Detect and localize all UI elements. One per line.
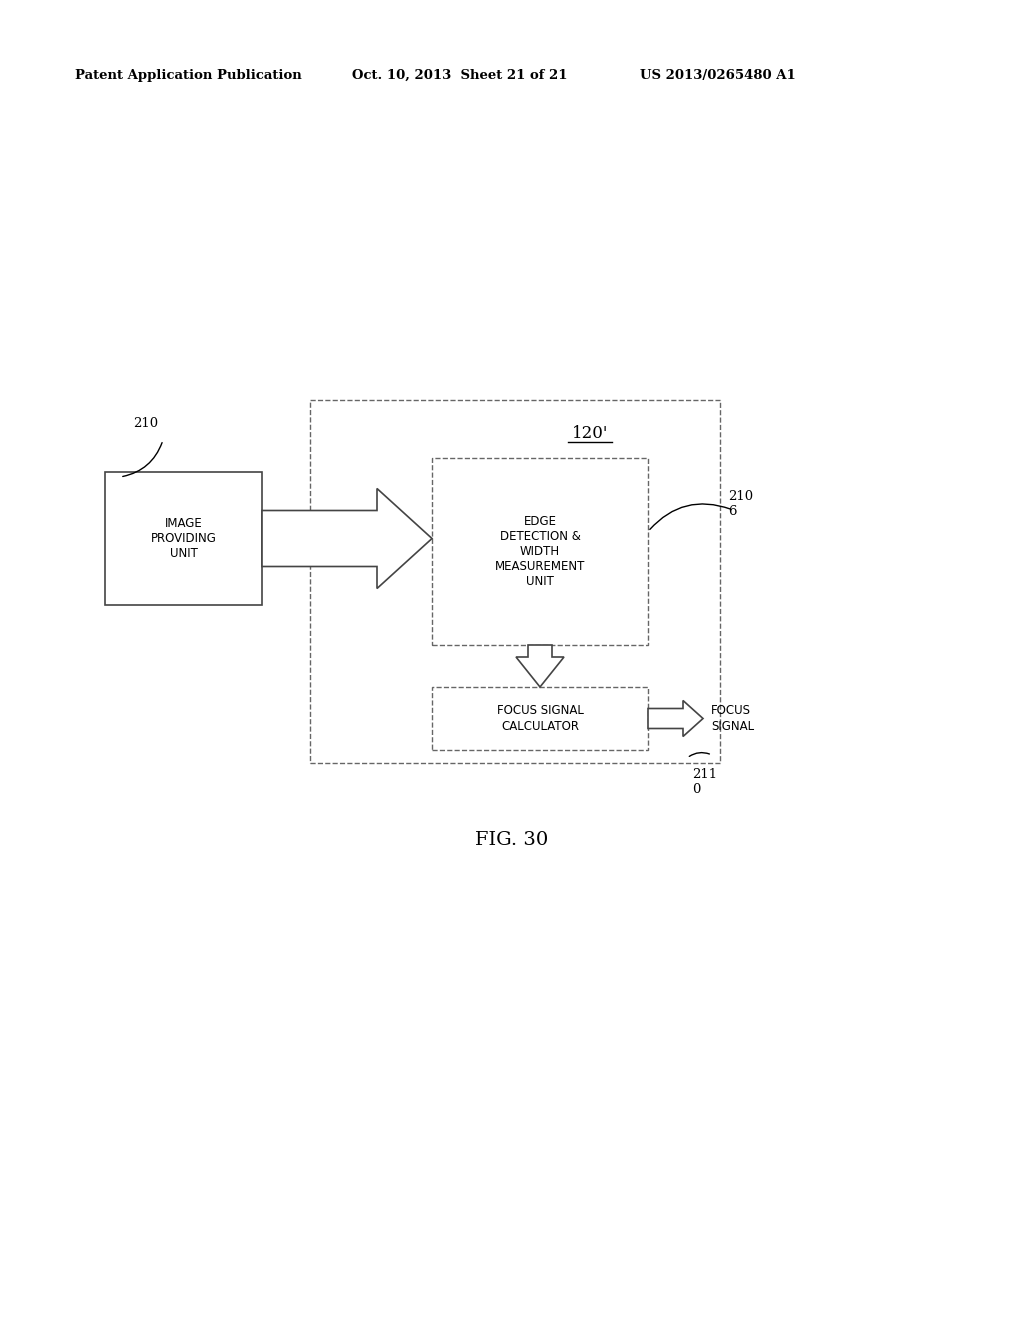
Text: 211
0: 211 0: [692, 768, 717, 796]
Text: 210: 210: [133, 417, 158, 430]
Text: Patent Application Publication: Patent Application Publication: [75, 69, 302, 82]
Text: FOCUS
SIGNAL: FOCUS SIGNAL: [711, 705, 754, 733]
Text: 120': 120': [571, 425, 608, 442]
Bar: [432, 686, 648, 750]
Text: US 2013/0265480 A1: US 2013/0265480 A1: [640, 69, 796, 82]
Text: IMAGE
PROVIDING
UNIT: IMAGE PROVIDING UNIT: [151, 517, 216, 560]
Text: FIG. 30: FIG. 30: [475, 832, 549, 849]
Bar: [432, 458, 648, 645]
Bar: [105, 473, 262, 605]
Bar: [310, 400, 720, 763]
Text: FOCUS SIGNAL
CALCULATOR: FOCUS SIGNAL CALCULATOR: [497, 705, 584, 733]
Polygon shape: [262, 488, 432, 589]
Polygon shape: [648, 701, 703, 737]
Text: EDGE
DETECTION &
WIDTH
MEASUREMENT
UNIT: EDGE DETECTION & WIDTH MEASUREMENT UNIT: [495, 515, 585, 587]
Text: 210
6: 210 6: [728, 490, 753, 517]
Polygon shape: [516, 645, 564, 686]
Text: Oct. 10, 2013  Sheet 21 of 21: Oct. 10, 2013 Sheet 21 of 21: [352, 69, 567, 82]
